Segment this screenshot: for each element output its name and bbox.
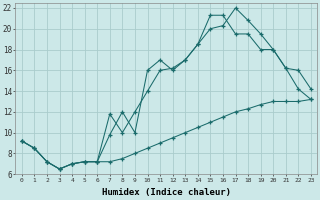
X-axis label: Humidex (Indice chaleur): Humidex (Indice chaleur) xyxy=(102,188,231,197)
